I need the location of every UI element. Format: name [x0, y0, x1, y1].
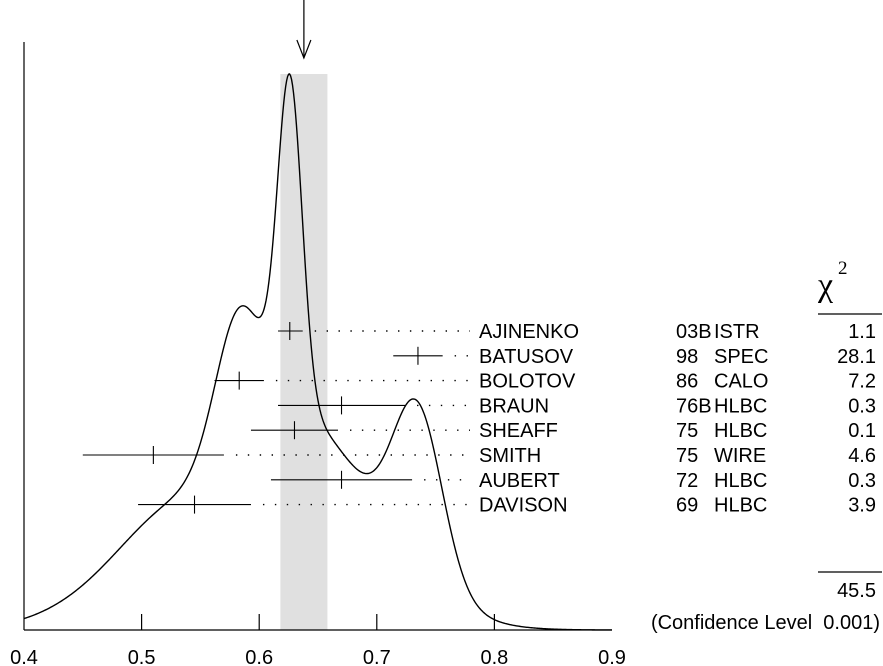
chi2-total: 45.5 [837, 580, 876, 602]
row-technique: HLBC [714, 395, 767, 417]
row-chi2: 0.3 [848, 395, 876, 417]
row-year: 69 [676, 495, 698, 517]
row-chi2: 0.1 [848, 420, 876, 442]
x-tick-label: 0.4 [10, 647, 38, 666]
row-technique: WIRE [714, 445, 766, 467]
chi2-symbol: χ [817, 267, 833, 304]
row-author: SMITH [479, 445, 541, 467]
x-tick-label: 0.9 [598, 647, 626, 666]
row-technique: HLBC [714, 470, 767, 492]
x-tick-label: 0.8 [480, 647, 508, 666]
row-chi2: 4.6 [848, 445, 876, 467]
row-technique: SPEC [714, 346, 768, 368]
average-band [280, 74, 328, 630]
row-chi2: 7.2 [848, 371, 876, 393]
row-technique: ISTR [714, 321, 760, 343]
row-year: 75 [676, 445, 698, 467]
row-year: 76B [676, 395, 712, 417]
ideogram-curve [23, 73, 613, 631]
row-year: 03B [676, 321, 712, 343]
row-technique: CALO [714, 371, 768, 393]
average-arrow-head [296, 39, 312, 60]
row-author: BOLOTOV [479, 371, 576, 393]
row-author: AUBERT [479, 470, 560, 492]
row-chi2: 3.9 [848, 495, 876, 517]
row-year: 86 [676, 371, 698, 393]
row-technique: HLBC [714, 420, 767, 442]
row-year: 75 [676, 420, 698, 442]
row-year: 98 [676, 346, 698, 368]
row-author: SHEAFF [479, 420, 558, 442]
row-chi2: 0.3 [848, 470, 876, 492]
row-author: BATUSOV [479, 346, 574, 368]
row-author: DAVISON [479, 495, 568, 517]
row-technique: HLBC [714, 495, 767, 517]
x-tick-label: 0.7 [363, 647, 391, 666]
chi2-exponent: 2 [838, 258, 848, 279]
row-year: 72 [676, 470, 698, 492]
row-chi2: 28.1 [837, 346, 876, 368]
x-tick-label: 0.6 [245, 647, 273, 666]
x-tick-label: 0.5 [128, 647, 156, 666]
row-chi2: 1.1 [848, 321, 876, 343]
confidence-level: (Confidence Level 0.001) [651, 612, 880, 634]
row-author: AJINENKO [479, 321, 579, 343]
row-author: BRAUN [479, 395, 549, 417]
